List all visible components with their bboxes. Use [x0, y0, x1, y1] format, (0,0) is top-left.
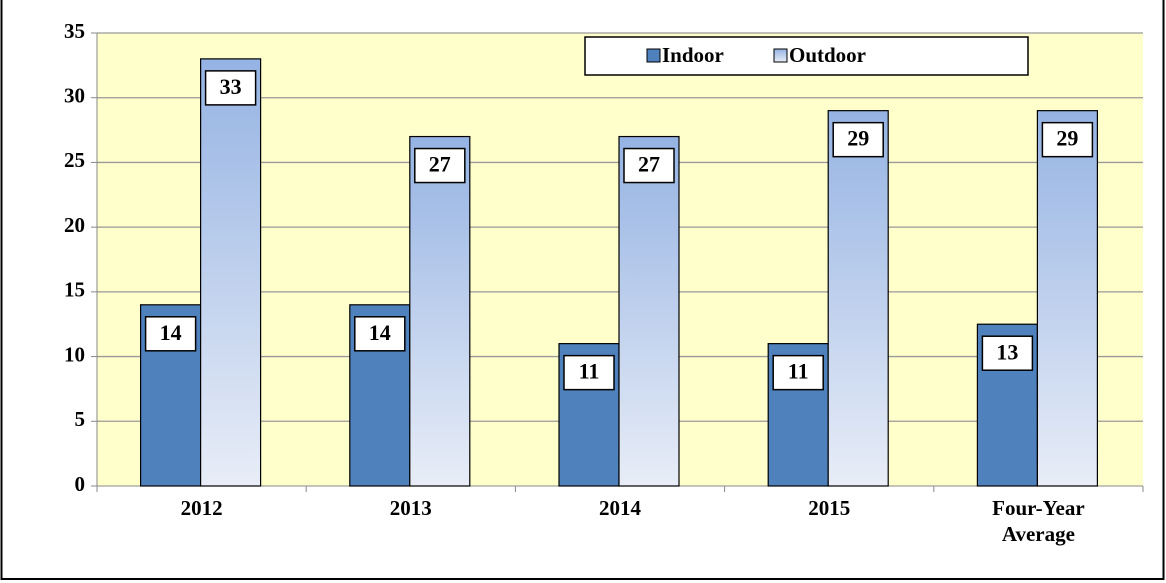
x-tick-label: 2015	[808, 496, 850, 520]
bar	[409, 135, 471, 487]
x-tick-label: 2014	[599, 496, 642, 520]
data-label: 29	[1056, 126, 1078, 151]
data-label: 27	[638, 152, 660, 177]
legend-label: Indoor	[662, 43, 724, 67]
data-label-box	[981, 335, 1034, 371]
data-label-box	[1041, 121, 1094, 158]
y-tick-label: 30	[64, 84, 85, 108]
data-label: 11	[788, 359, 809, 384]
data-label: 33	[220, 74, 242, 99]
legend-label: Outdoor	[789, 43, 866, 67]
legend-swatch	[773, 48, 788, 63]
data-label: 14	[160, 320, 182, 345]
x-tick-label: 2013	[390, 496, 432, 520]
y-tick-label: 35	[64, 19, 85, 43]
data-label: 14	[369, 320, 391, 345]
data-label: 11	[579, 359, 600, 384]
x-tick-label: Four-Year Average	[992, 496, 1085, 546]
data-label-box	[623, 147, 675, 184]
y-tick-label: 0	[75, 472, 86, 496]
data-label-box	[563, 354, 615, 391]
data-label-box	[832, 121, 884, 158]
data-label-box	[414, 147, 466, 184]
data-label: 29	[847, 126, 869, 151]
bar	[1036, 110, 1099, 487]
data-label-box	[204, 70, 257, 106]
data-label: 13	[996, 339, 1018, 364]
data-label: 27	[429, 152, 451, 177]
bar	[827, 110, 889, 487]
x-tick-label: 2012	[181, 496, 223, 520]
data-label-box	[772, 354, 824, 391]
bar	[200, 58, 262, 487]
y-tick-label: 20	[64, 213, 85, 237]
y-tick-label: 10	[64, 342, 85, 366]
bar	[618, 135, 680, 487]
legend-swatch	[646, 48, 661, 63]
data-label-box	[144, 316, 197, 352]
y-tick-label: 25	[64, 148, 85, 172]
y-tick-label: 5	[75, 407, 86, 431]
y-tick-label: 15	[64, 278, 85, 302]
data-label-box	[354, 316, 406, 352]
